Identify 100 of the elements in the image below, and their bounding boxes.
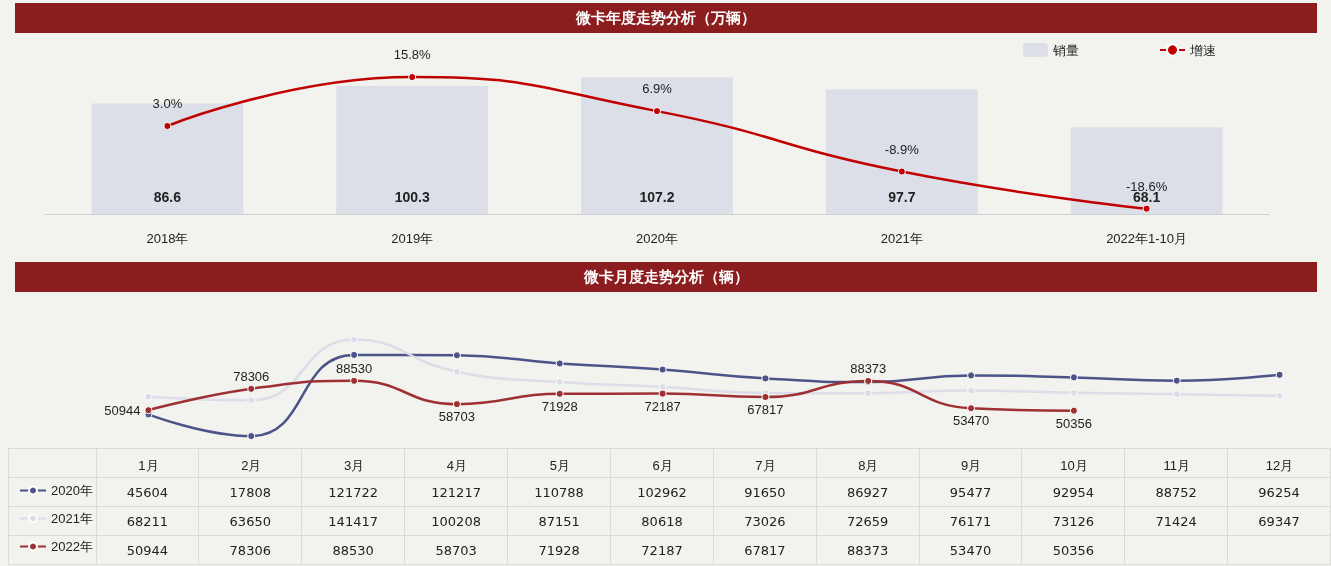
bar	[581, 77, 733, 214]
annotation: 67817	[747, 402, 784, 418]
point	[247, 396, 256, 405]
data-label: 78306	[198, 535, 302, 565]
x-tick-label: 9月	[960, 458, 982, 473]
point	[1069, 373, 1078, 382]
point	[897, 167, 906, 176]
data-label: 73026	[713, 506, 817, 536]
data-label: 88530	[301, 535, 405, 565]
annotation: 50356	[1055, 415, 1092, 431]
data-label: 100.3	[394, 189, 430, 205]
data-label: 67817	[713, 535, 817, 565]
data-label: 141417	[301, 506, 405, 536]
point	[144, 392, 153, 401]
point	[1172, 390, 1181, 399]
data-label: 69347	[1227, 506, 1331, 536]
data-label: 96254	[1227, 477, 1331, 507]
x-tick-label: 1月	[138, 458, 159, 473]
data-label: 6.9%	[642, 81, 673, 97]
data-label: 80618	[610, 506, 714, 536]
legend-label: 2020年	[51, 483, 93, 498]
x-tick-label: 6月	[652, 458, 673, 473]
x-tick-label: 7月	[755, 458, 776, 473]
bar	[825, 89, 978, 214]
x-tick-label: 2020年	[636, 231, 678, 246]
data-label: 76171	[919, 506, 1022, 536]
point	[1069, 388, 1078, 397]
data-label: 15.8%	[393, 47, 432, 63]
x-tick-label: 2019年	[391, 231, 434, 246]
data-label: 95477	[919, 477, 1022, 507]
data-label: -8.9%	[884, 141, 920, 157]
data-label: 73126	[1021, 506, 1125, 536]
x-tick-label: 2018年	[146, 231, 189, 246]
point	[247, 384, 256, 393]
point	[761, 374, 770, 383]
data-label: 72187	[610, 535, 714, 565]
point	[967, 386, 976, 395]
data-label: 3.0%	[152, 96, 183, 112]
point	[1275, 391, 1284, 400]
annotation: 88530	[336, 360, 373, 376]
point	[658, 365, 667, 374]
x-tick-label: 8月	[858, 458, 879, 473]
chart-title: 微卡月度走势分析（辆）	[15, 262, 1317, 292]
point	[452, 400, 461, 409]
data-label: 71424	[1124, 506, 1228, 536]
point	[144, 406, 153, 415]
data-label: 71928	[507, 535, 611, 565]
x-tick-label: 5月	[549, 458, 570, 473]
data-label: 107.2	[639, 189, 675, 205]
data-label: 17808	[198, 477, 302, 507]
point	[555, 389, 564, 398]
point	[555, 377, 564, 386]
point	[967, 404, 976, 413]
point	[1069, 406, 1078, 415]
x-tick-label: 12月	[1265, 458, 1294, 473]
legend-label: 增速	[1189, 42, 1216, 58]
annotation: 58703	[438, 409, 475, 425]
data-label: 50944	[96, 535, 199, 565]
data-label: 86.6	[153, 189, 182, 205]
x-tick-label: 2022年1-10月	[1106, 231, 1188, 246]
x-tick-label: 3月	[343, 458, 365, 473]
point	[350, 376, 359, 385]
annotation: 71928	[541, 398, 578, 414]
point	[247, 432, 256, 441]
legend-label: 销量	[1052, 42, 1079, 58]
data-label: 53470	[919, 535, 1022, 565]
data-label: 102962	[610, 477, 714, 507]
point	[452, 351, 461, 360]
data-label: 110788	[507, 477, 611, 507]
data-label: 50356	[1021, 535, 1125, 565]
x-tick-label: 11月	[1163, 458, 1190, 473]
point	[452, 367, 461, 376]
point	[967, 371, 976, 380]
legend-label: 2021年	[51, 511, 93, 526]
data-label: 63650	[198, 506, 302, 536]
x-tick-label: 2021年	[880, 231, 923, 246]
annotation: 88373	[850, 360, 887, 376]
point	[1172, 376, 1181, 385]
data-label: 87151	[507, 506, 611, 536]
point	[408, 73, 417, 82]
annotation: 53470	[953, 413, 990, 429]
x-tick-label: 10月	[1060, 458, 1088, 473]
data-label: 68211	[96, 506, 199, 536]
data-label: 92954	[1021, 477, 1125, 507]
annotation: 50944	[104, 402, 141, 418]
x-tick-label: 4月	[446, 458, 468, 473]
data-label: 72659	[816, 506, 920, 536]
data-label: 58703	[404, 535, 508, 565]
point	[1275, 370, 1284, 379]
data-label: 100208	[404, 506, 508, 536]
legend-label: 2022年	[51, 539, 93, 554]
data-label: 88373	[816, 535, 920, 565]
point	[163, 122, 172, 131]
point	[350, 335, 359, 344]
point	[350, 350, 359, 359]
data-label: 121722	[301, 477, 405, 507]
annotation: 72187	[644, 398, 681, 414]
data-label: 97.7	[888, 189, 916, 205]
data-label: 121217	[404, 477, 508, 507]
data-label: 45604	[96, 477, 199, 507]
